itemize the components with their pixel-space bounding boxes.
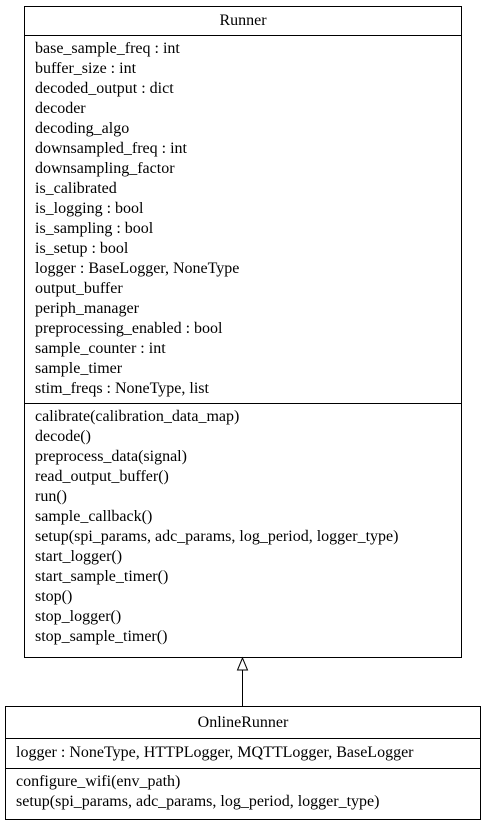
attribute-output-buffer: output_buffer [35, 280, 123, 297]
method-stop: stop() [35, 588, 73, 605]
method-run: run() [35, 488, 67, 505]
attribute-base-sample-freq: base_sample_freq : int [35, 40, 180, 57]
attribute-is-logging: is_logging : bool [35, 200, 144, 217]
attribute-stim-freqs: stim_freqs : NoneType, list [35, 380, 209, 397]
onlinerunner-methods: configure_wifi(env_path) setup(spi_param… [6, 768, 480, 812]
method-configure-wifi: configure_wifi(env_path) [16, 773, 181, 790]
attribute-downsampled-freq: downsampled_freq : int [35, 140, 187, 157]
method-preprocess-data: preprocess_data(signal) [35, 448, 187, 465]
attribute-is-setup: is_setup : bool [35, 240, 129, 257]
runner-methods: calibrate(calibration_data_map) decode()… [25, 403, 461, 647]
runner-class-box: Runner base_sample_freq : int buffer_siz… [24, 6, 462, 658]
method-sample-callback: sample_callback() [35, 508, 153, 525]
onlinerunner-class-name: OnlineRunner [197, 714, 289, 731]
method-read-output-buffer: read_output_buffer() [35, 468, 169, 485]
onlinerunner-attributes: logger : NoneType, HTTPLogger, MQTTLogge… [6, 738, 480, 768]
method-stop-sample-timer: stop_sample_timer() [35, 628, 168, 645]
attribute-buffer-size: buffer_size : int [35, 60, 137, 77]
attribute-logger: logger : NoneType, HTTPLogger, MQTTLogge… [16, 744, 414, 761]
method-start-logger: start_logger() [35, 548, 123, 565]
method-setup: setup(spi_params, adc_params, log_period… [35, 528, 399, 545]
inheritance-arrowhead [236, 656, 249, 671]
method-start-sample-timer: start_sample_timer() [35, 568, 169, 585]
method-setup: setup(spi_params, adc_params, log_period… [16, 793, 380, 810]
attribute-downsampling-factor: downsampling_factor [35, 160, 175, 177]
runner-class-name: Runner [219, 12, 267, 29]
attribute-decoder: decoder [35, 100, 86, 117]
runner-attributes: base_sample_freq : int buffer_size : int… [25, 35, 461, 403]
attribute-is-calibrated: is_calibrated [35, 180, 117, 197]
attribute-preprocessing-enabled: preprocessing_enabled : bool [35, 320, 223, 337]
method-stop-logger: stop_logger() [35, 608, 122, 625]
attribute-logger: logger : BaseLogger, NoneType [35, 260, 240, 277]
attribute-decoded-output: decoded_output : dict [35, 80, 174, 97]
attribute-decoding-algo: decoding_algo [35, 120, 130, 137]
attribute-periph-manager: periph_manager [35, 300, 139, 317]
attribute-sample-timer: sample_timer [35, 360, 123, 377]
method-decode: decode() [35, 428, 91, 445]
attribute-is-sampling: is_sampling : bool [35, 220, 154, 237]
onlinerunner-class-box: OnlineRunner logger : NoneType, HTTPLogg… [5, 706, 481, 820]
method-calibrate: calibrate(calibration_data_map) [35, 408, 240, 425]
attribute-sample-counter: sample_counter : int [35, 340, 166, 357]
